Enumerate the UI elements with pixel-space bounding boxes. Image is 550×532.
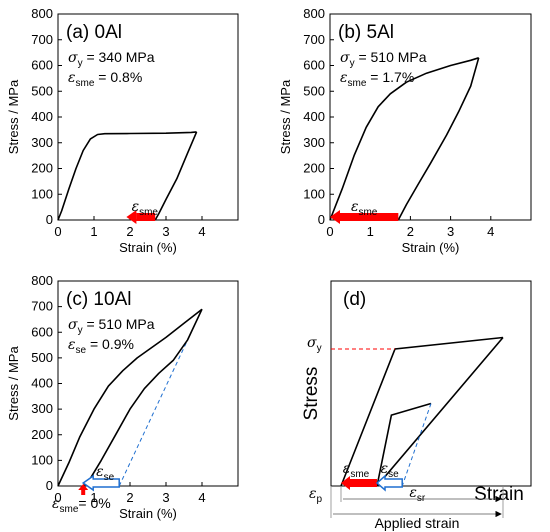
y-tick-label: 0 (46, 212, 53, 227)
yield-stress-annotation: σy = 510 MPa (340, 49, 427, 69)
x-axis-label: Strain (474, 484, 524, 505)
x-tick-label: 2 (126, 490, 133, 505)
y-tick-label: 700 (31, 32, 53, 47)
outer-loading-curve (340, 336, 504, 487)
panel-title: (c) 10Al (66, 289, 131, 310)
sme-arrow-head (341, 476, 350, 490)
se-arrow-outline (375, 474, 403, 492)
plot-frame-3 (330, 280, 532, 487)
eps-se-label: εse (381, 461, 400, 480)
yield-stress-annotation: σy = 510 MPa (68, 316, 155, 336)
strain-annotation: εsme = 0.8% (68, 69, 142, 89)
y-tick-label: 800 (31, 6, 53, 21)
x-tick-label: 3 (162, 490, 169, 505)
zero-arrow-head (78, 484, 89, 490)
plot-frame-1 (329, 13, 532, 221)
inner-loading-curve (376, 402, 432, 487)
y-tick-label: 400 (303, 109, 325, 124)
plot-frame-2 (57, 280, 239, 487)
strain-arrow-shaft (136, 213, 156, 221)
eps-p-label: εp (309, 486, 323, 505)
x-tick-label: 0 (54, 490, 61, 505)
zero-arrow-shaft (81, 487, 86, 495)
strain-arrow-shaft (340, 213, 399, 221)
x-tick-label: 4 (198, 490, 205, 505)
x-axis-label: Strain (%) (402, 240, 460, 255)
x-tick-label: 3 (447, 224, 454, 239)
y-tick-label: 600 (31, 58, 53, 73)
y-tick-label: 500 (31, 350, 53, 365)
y-axis-label: Stress (301, 367, 322, 421)
y-tick-label: 400 (31, 109, 53, 124)
y-tick-label: 0 (46, 478, 53, 493)
panel-title: (d) (343, 289, 366, 310)
sigma-y-label: σy (307, 335, 322, 354)
arrow-label: εsme (132, 199, 159, 218)
loading-curve (329, 57, 479, 221)
plot-frame-0 (57, 13, 239, 221)
loading-curve (57, 131, 197, 221)
y-tick-label: 800 (31, 273, 53, 288)
arrow-label: εsme (351, 199, 378, 218)
x-tick-label: 1 (90, 224, 97, 239)
x-axis-label: Strain (%) (119, 506, 177, 521)
x-tick-label: 0 (54, 224, 61, 239)
panel-title: (a) 0Al (66, 22, 122, 43)
y-tick-label: 300 (303, 135, 325, 150)
y-tick-label: 0 (318, 212, 325, 227)
sme-zero-label: εsme= 0% (52, 495, 111, 515)
eps-sr-label: εsr (409, 485, 426, 504)
y-tick-label: 600 (303, 58, 325, 73)
x-tick-label: 1 (90, 490, 97, 505)
y-tick-label: 200 (31, 161, 53, 176)
applied-strain-label: Applied strain (375, 515, 460, 531)
y-tick-label: 100 (31, 452, 53, 467)
strain-arrow-head (126, 210, 137, 224)
y-tick-label: 600 (31, 324, 53, 339)
unloading-curve (154, 131, 198, 221)
strain-annotation: εse = 0.9% (68, 336, 134, 356)
strain-arrow-head (330, 210, 340, 224)
y-tick-label: 200 (303, 161, 325, 176)
y-tick-label: 200 (31, 427, 53, 442)
strain-annotation: εsme = 1.7% (340, 69, 414, 89)
y-axis-label: Stress / MPa (6, 346, 21, 421)
unloading-curve (397, 57, 480, 221)
x-tick-label: 4 (487, 224, 494, 239)
y-tick-label: 800 (303, 6, 325, 21)
x-axis-label: Strain (%) (119, 240, 177, 255)
loading-curve (57, 308, 203, 487)
x-tick-label: 2 (407, 224, 414, 239)
x-tick-label: 3 (162, 224, 169, 239)
y-axis-label: Stress / MPa (278, 79, 293, 154)
panel-title: (b) 5Al (338, 22, 394, 43)
x-tick-label: 1 (367, 224, 374, 239)
y-tick-label: 700 (31, 299, 53, 314)
y-tick-label: 300 (31, 135, 53, 150)
x-tick-label: 0 (326, 224, 333, 239)
eps-sme-label: εsme (343, 461, 370, 480)
y-tick-label: 500 (31, 83, 53, 98)
y-tick-label: 100 (31, 186, 53, 201)
y-tick-label: 700 (303, 32, 325, 47)
strain-arrow-outline (81, 474, 120, 492)
yield-stress-annotation: σy = 340 MPa (68, 49, 155, 69)
sme-arrow-shaft (350, 479, 377, 487)
y-tick-label: 500 (303, 83, 325, 98)
x-tick-label: 2 (126, 224, 133, 239)
y-tick-label: 100 (303, 186, 325, 201)
unloading-curve (82, 308, 203, 487)
x-tick-label: 4 (198, 224, 205, 239)
y-tick-label: 400 (31, 376, 53, 391)
recovery-dashed-line (401, 403, 432, 487)
y-axis-label: Stress / MPa (6, 79, 21, 154)
y-tick-label: 300 (31, 401, 53, 416)
arrow-label: εse (96, 464, 115, 483)
outer-unloading-curve (376, 336, 504, 487)
